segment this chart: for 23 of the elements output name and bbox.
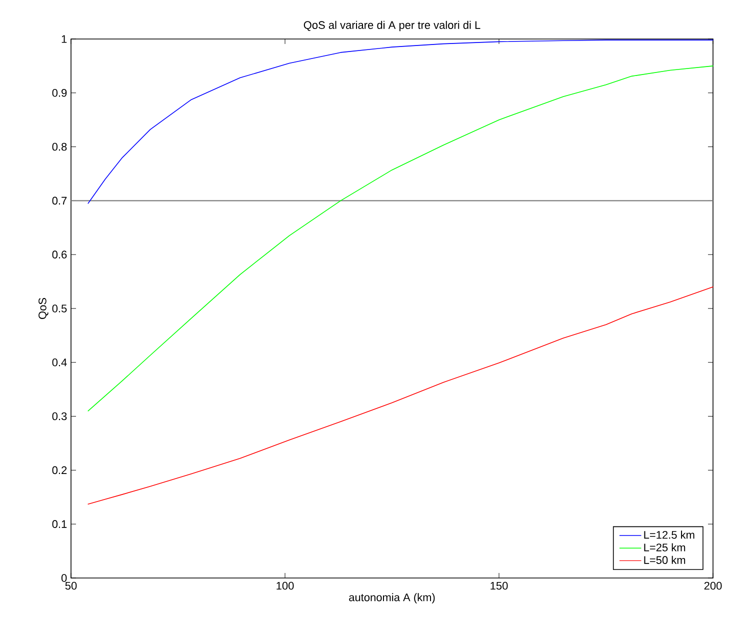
chart-title: QoS al variare di A per tre valori di L (304, 20, 480, 32)
y-axis-title: QoS (38, 298, 48, 319)
y-tick-label: 0.8 (52, 142, 67, 151)
y-tick-label: 0.6 (52, 250, 67, 258)
x-axis-title: autonomia A (km) (349, 593, 435, 604)
x-tick-label: 50 (65, 582, 77, 590)
y-tick-label: 0.7 (52, 196, 67, 205)
y-tick-label: 0.2 (52, 466, 67, 474)
y-tick-label: 1 (62, 35, 67, 43)
x-tick-label: 150 (490, 582, 508, 590)
line-series (88, 286, 714, 505)
y-tick-label: 0.3 (52, 412, 67, 420)
y-tick-label: 0.4 (52, 358, 67, 366)
y-tick-label: 0.1 (52, 520, 67, 528)
y-tick-label: 0 (61, 574, 67, 582)
legend-label: L=12.5 km (644, 530, 694, 539)
y-tick-label: 0.5 (52, 304, 67, 312)
line-series (88, 66, 714, 412)
legend-label: L=25 km (644, 543, 686, 552)
x-tick-label: 100 (276, 582, 294, 590)
legend-label: L=50 km (644, 556, 686, 564)
y-tick-label: 0.9 (52, 88, 67, 97)
x-tick-label: 200 (704, 582, 722, 590)
